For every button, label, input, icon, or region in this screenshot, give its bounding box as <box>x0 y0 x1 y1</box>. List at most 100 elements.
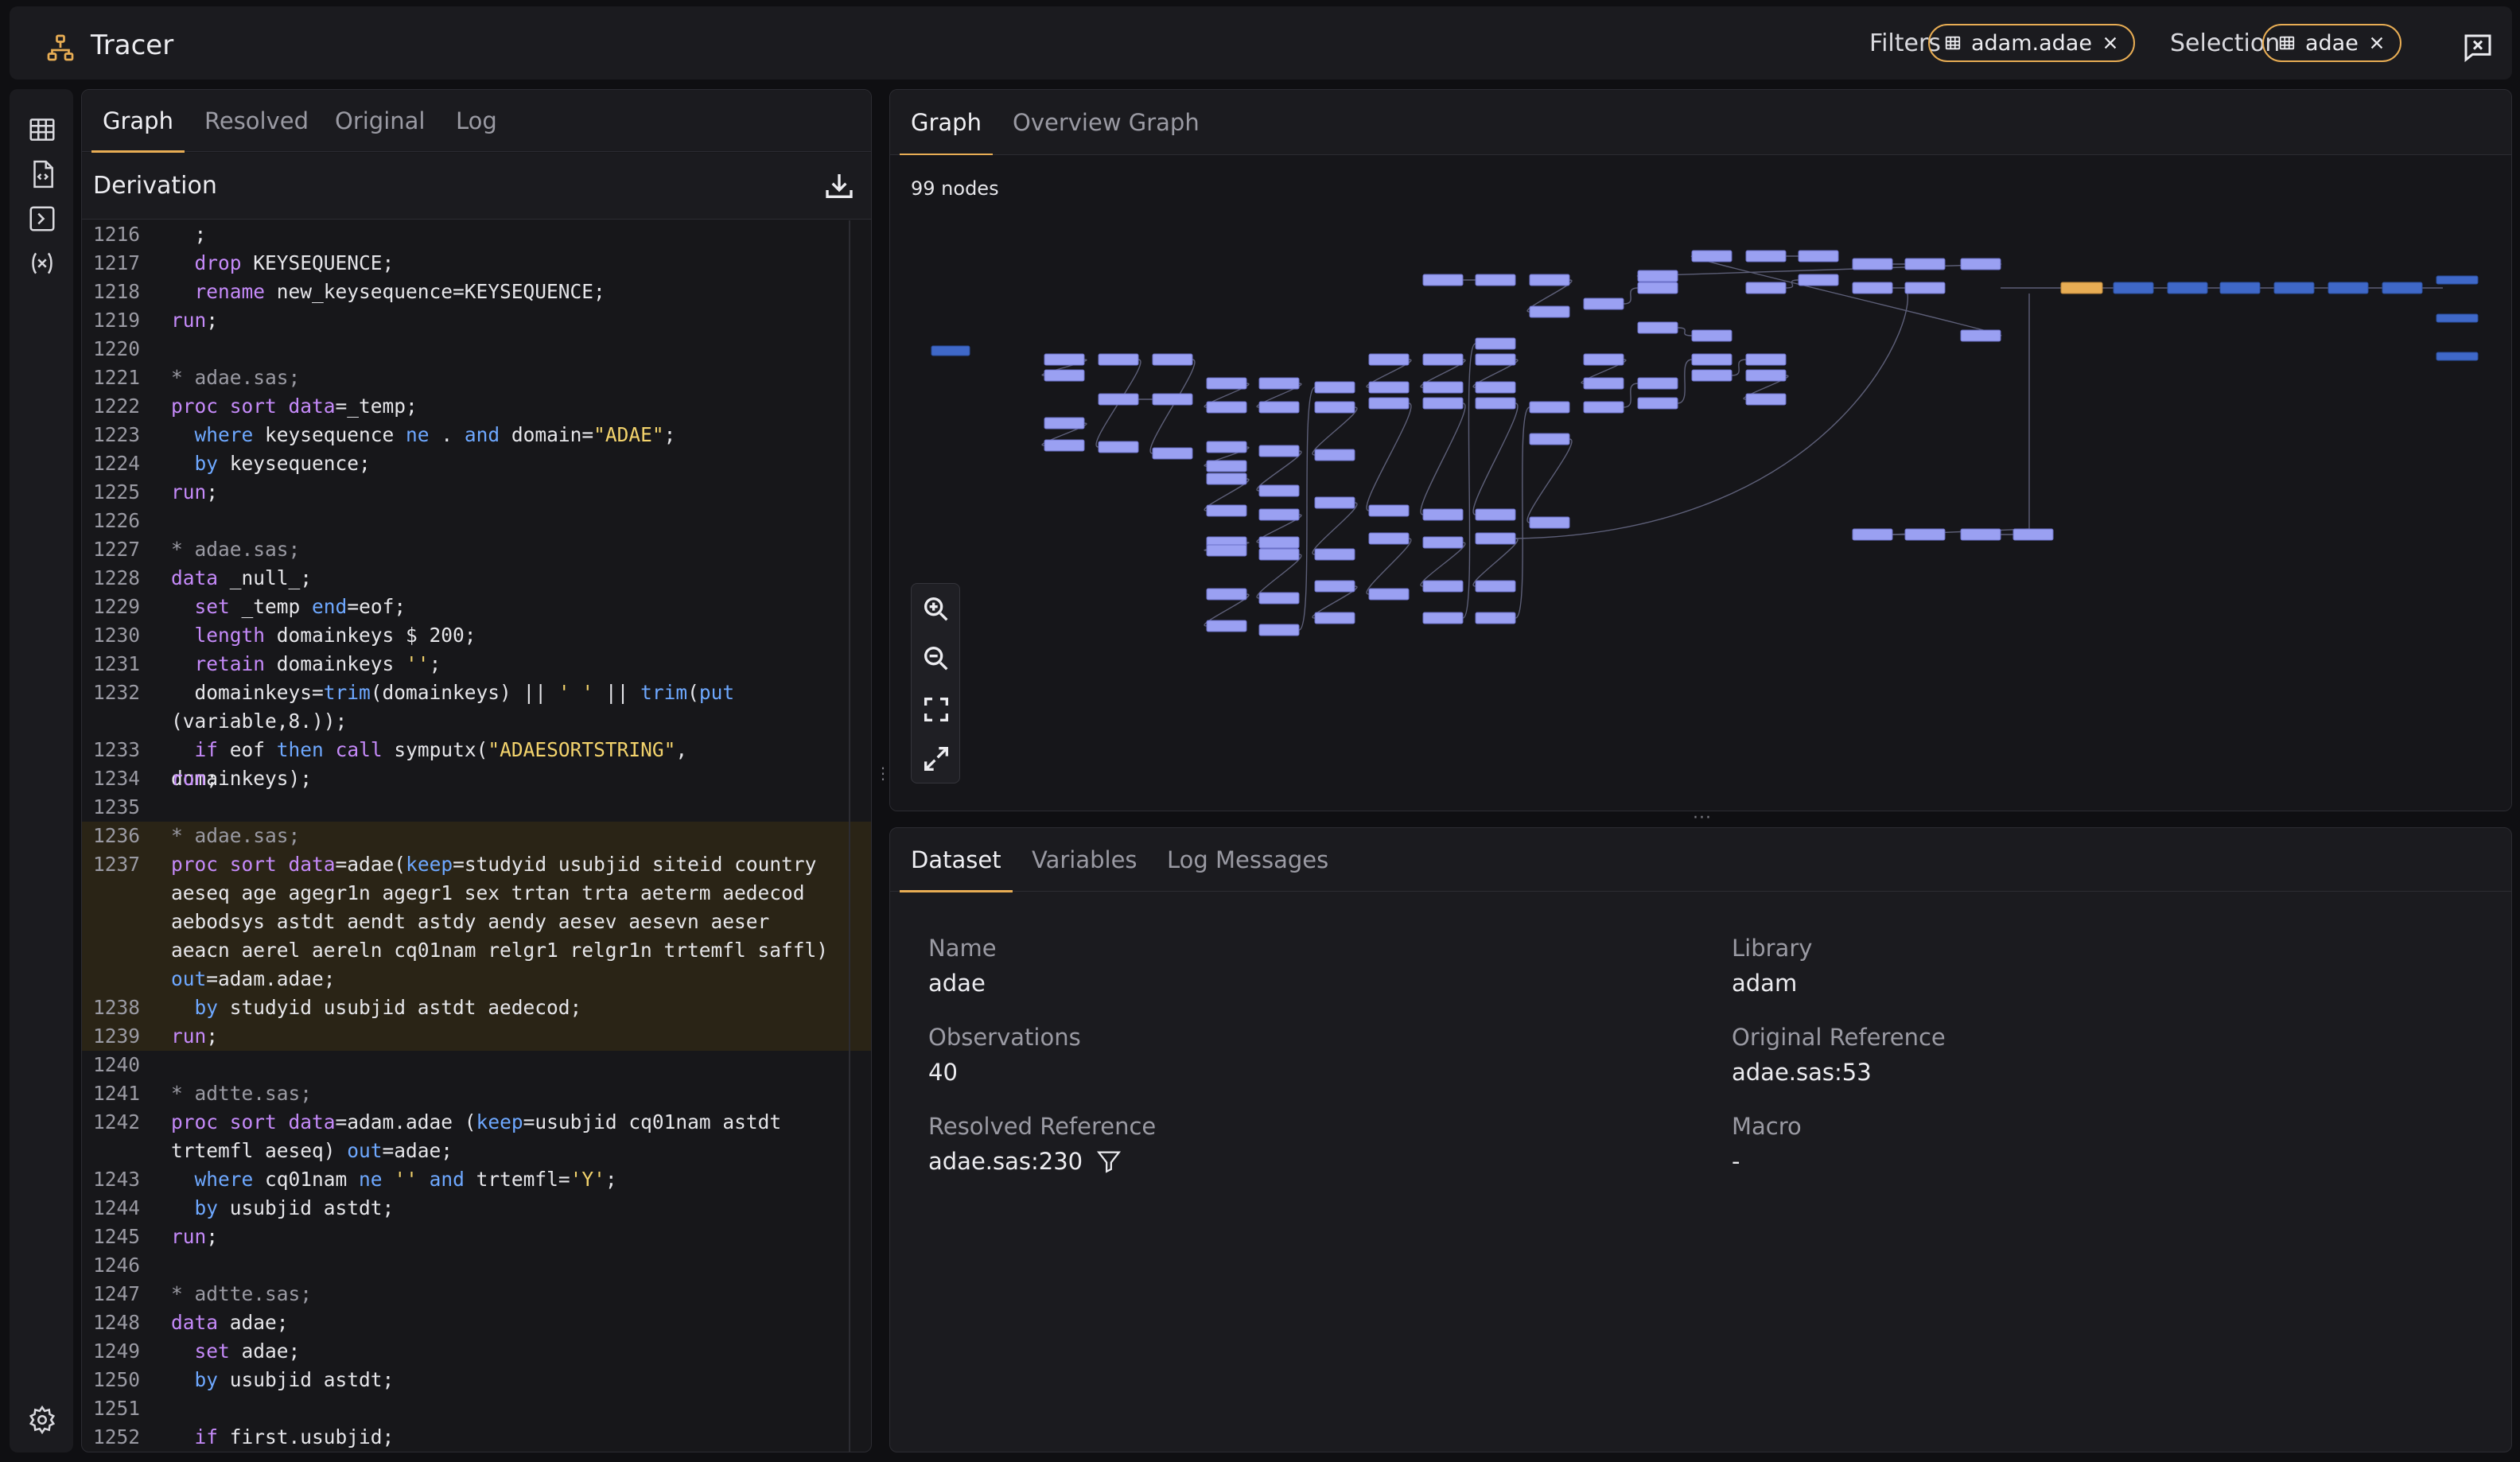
graph-node[interactable] <box>1314 548 1355 561</box>
graph-node[interactable] <box>1422 397 1464 410</box>
graph-node[interactable] <box>1314 612 1355 624</box>
graph-node[interactable] <box>2436 313 2479 323</box>
graph-node[interactable] <box>931 345 970 356</box>
graph-node[interactable] <box>1258 508 1300 521</box>
tab-variables[interactable]: Variables <box>1032 846 1138 873</box>
graph-node[interactable] <box>1368 504 1410 517</box>
graph-node[interactable] <box>1745 250 1787 262</box>
graph-node[interactable] <box>1044 439 1085 452</box>
graph-node[interactable] <box>2012 528 2054 541</box>
graph-node[interactable] <box>1044 417 1085 430</box>
graph-node[interactable] <box>1475 612 1516 624</box>
variable-icon[interactable] <box>27 248 57 278</box>
graph-node[interactable] <box>1529 516 1570 529</box>
graph-node[interactable] <box>1960 329 2001 342</box>
graph-node[interactable] <box>2436 275 2479 285</box>
graph-node[interactable] <box>1745 353 1787 366</box>
graph-node[interactable] <box>1422 508 1464 521</box>
graph-node[interactable] <box>1691 250 1732 262</box>
graph-node[interactable] <box>1422 580 1464 593</box>
graph-node[interactable] <box>1583 401 1624 414</box>
graph-node[interactable] <box>2167 282 2208 294</box>
graph-node[interactable] <box>1904 258 1946 270</box>
graph-node[interactable] <box>1583 353 1624 366</box>
graph-node[interactable] <box>1314 580 1355 593</box>
graph-node[interactable] <box>1258 592 1300 605</box>
tab-log-messages[interactable]: Log Messages <box>1167 846 1329 873</box>
horizontal-resize-handle[interactable]: ··· <box>1693 808 1712 828</box>
graph-node[interactable] <box>1206 441 1247 453</box>
graph-node[interactable] <box>1904 282 1946 294</box>
graph-node[interactable] <box>1152 393 1193 406</box>
graph-node[interactable] <box>1475 353 1516 366</box>
graph-node[interactable] <box>1152 353 1193 366</box>
graph-node[interactable] <box>1206 620 1247 632</box>
graph-node[interactable] <box>1314 449 1355 461</box>
lineage-graph-canvas[interactable]: 99 nodes <box>890 155 2511 811</box>
graph-node[interactable] <box>1422 381 1464 394</box>
graph-node[interactable] <box>1206 377 1247 390</box>
feedback-icon[interactable] <box>2461 32 2495 64</box>
filter-icon[interactable] <box>1095 1148 1122 1175</box>
graph-node[interactable] <box>1314 401 1355 414</box>
graph-node[interactable] <box>1098 353 1139 366</box>
table-icon[interactable] <box>27 115 57 145</box>
graph-node[interactable] <box>1798 250 1839 262</box>
graph-node[interactable] <box>1206 504 1247 517</box>
tab-dataset[interactable]: Dataset <box>900 828 1013 892</box>
download-icon[interactable] <box>823 170 855 202</box>
graph-node[interactable] <box>2219 282 2261 294</box>
graph-node-selected[interactable] <box>2060 282 2103 294</box>
graph-node[interactable] <box>1475 508 1516 521</box>
panel-resize-handle[interactable]: ⋮ <box>875 764 891 783</box>
graph-node[interactable] <box>1206 460 1247 472</box>
code-view[interactable]: 1216 ; 1217 drop KEYSEQUENCE; 1218 rename … <box>82 220 871 1452</box>
graph-node[interactable] <box>1475 274 1516 286</box>
tab-resolved[interactable]: Resolved <box>204 107 309 134</box>
graph-node[interactable] <box>1206 401 1247 414</box>
graph-node[interactable] <box>1258 377 1300 390</box>
graph-node[interactable] <box>1368 532 1410 545</box>
graph-node[interactable] <box>1314 496 1355 509</box>
graph-node[interactable] <box>1098 393 1139 406</box>
graph-node[interactable] <box>1852 258 1893 270</box>
graph-node[interactable] <box>2436 352 2479 361</box>
graph-node[interactable] <box>1691 353 1732 366</box>
graph-node[interactable] <box>1475 532 1516 545</box>
graph-node[interactable] <box>1258 548 1300 561</box>
graph-node[interactable] <box>1098 441 1139 453</box>
graph-node[interactable] <box>1960 258 2001 270</box>
graph-node[interactable] <box>1422 536 1464 549</box>
graph-node[interactable] <box>1637 397 1678 410</box>
graph-node[interactable] <box>2328 282 2369 294</box>
graph-node[interactable] <box>1637 270 1678 282</box>
graph-node[interactable] <box>1529 274 1570 286</box>
graph-node[interactable] <box>1368 397 1410 410</box>
code-file-icon[interactable] <box>27 159 57 189</box>
graph-node[interactable] <box>1258 624 1300 636</box>
graph-node[interactable] <box>1852 528 1893 541</box>
graph-node[interactable] <box>1583 297 1624 310</box>
graph-node[interactable] <box>1852 282 1893 294</box>
expand-icon[interactable] <box>920 743 952 775</box>
graph-node[interactable] <box>1529 401 1570 414</box>
graph-node[interactable] <box>1475 337 1516 350</box>
graph-node[interactable] <box>1044 353 1085 366</box>
graph-node[interactable] <box>1258 536 1300 549</box>
terminal-icon[interactable] <box>27 204 57 234</box>
graph-node[interactable] <box>1475 381 1516 394</box>
graph-node[interactable] <box>1691 329 1732 342</box>
graph-node[interactable] <box>1745 393 1787 406</box>
graph-node[interactable] <box>1422 274 1464 286</box>
graph-node[interactable] <box>1691 369 1732 382</box>
graph-node[interactable] <box>1368 381 1410 394</box>
graph-node[interactable] <box>1368 588 1410 601</box>
close-icon[interactable] <box>2102 34 2119 52</box>
graph-node[interactable] <box>1529 305 1570 318</box>
graph-node[interactable] <box>1475 580 1516 593</box>
graph-node[interactable] <box>1904 528 1946 541</box>
tab-graph[interactable]: Graph <box>91 90 185 153</box>
gear-icon[interactable] <box>27 1405 57 1435</box>
fit-view-icon[interactable] <box>920 694 952 725</box>
graph-node[interactable] <box>1422 353 1464 366</box>
